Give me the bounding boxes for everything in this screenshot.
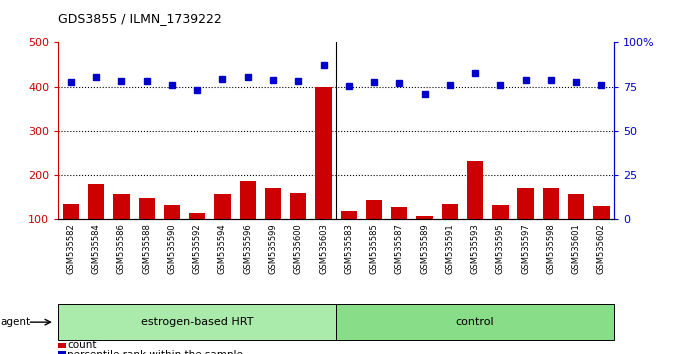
- Text: GSM535602: GSM535602: [597, 223, 606, 274]
- Bar: [316, 87, 332, 264]
- Bar: [290, 193, 307, 264]
- Bar: [366, 200, 382, 264]
- Bar: [340, 211, 357, 264]
- Text: GSM535597: GSM535597: [521, 223, 530, 274]
- Text: GSM535586: GSM535586: [117, 223, 126, 274]
- Text: percentile rank within the sample: percentile rank within the sample: [67, 350, 244, 354]
- Bar: [139, 198, 155, 264]
- Bar: [543, 188, 559, 264]
- Text: GSM535603: GSM535603: [319, 223, 328, 274]
- Bar: [113, 194, 130, 264]
- Text: GSM535582: GSM535582: [67, 223, 75, 274]
- Text: GSM535599: GSM535599: [268, 223, 278, 274]
- Text: GSM535589: GSM535589: [420, 223, 429, 274]
- Text: GSM535584: GSM535584: [92, 223, 101, 274]
- Text: GSM535593: GSM535593: [471, 223, 480, 274]
- Text: GSM535592: GSM535592: [193, 223, 202, 274]
- Text: control: control: [456, 317, 495, 327]
- Text: estrogen-based HRT: estrogen-based HRT: [141, 317, 253, 327]
- Text: agent: agent: [1, 317, 31, 327]
- Text: GSM535583: GSM535583: [344, 223, 353, 274]
- Text: GSM535596: GSM535596: [244, 223, 252, 274]
- Bar: [239, 181, 256, 264]
- Text: GSM535591: GSM535591: [445, 223, 454, 274]
- Bar: [214, 194, 230, 264]
- Bar: [391, 207, 407, 264]
- Text: GSM535601: GSM535601: [571, 223, 580, 274]
- Text: GSM535595: GSM535595: [496, 223, 505, 274]
- Text: count: count: [67, 341, 97, 350]
- Bar: [467, 161, 483, 264]
- Bar: [517, 188, 534, 264]
- Bar: [568, 194, 584, 264]
- Bar: [62, 204, 79, 264]
- Bar: [593, 206, 610, 264]
- Text: GSM535585: GSM535585: [370, 223, 379, 274]
- Bar: [265, 188, 281, 264]
- Bar: [164, 205, 180, 264]
- Text: GDS3855 / ILMN_1739222: GDS3855 / ILMN_1739222: [58, 12, 222, 25]
- Text: GSM535587: GSM535587: [394, 223, 404, 274]
- Bar: [492, 205, 508, 264]
- Bar: [88, 184, 104, 264]
- Bar: [189, 213, 205, 264]
- Bar: [442, 204, 458, 264]
- Text: GSM535600: GSM535600: [294, 223, 303, 274]
- Bar: [416, 216, 433, 264]
- Text: GSM535588: GSM535588: [142, 223, 151, 274]
- Text: GSM535590: GSM535590: [167, 223, 176, 274]
- Text: GSM535598: GSM535598: [546, 223, 556, 274]
- Text: GSM535594: GSM535594: [218, 223, 227, 274]
